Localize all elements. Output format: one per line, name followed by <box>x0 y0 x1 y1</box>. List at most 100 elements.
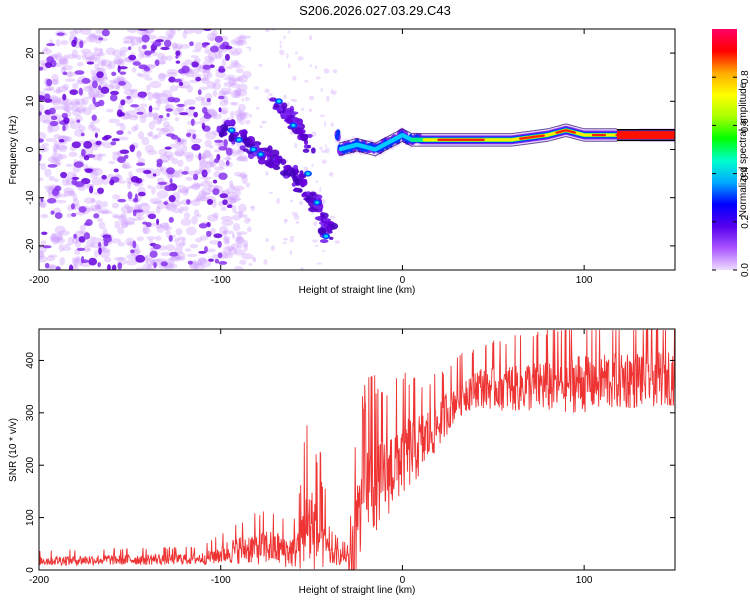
noise-speck <box>55 160 62 166</box>
noise-speck <box>198 190 207 199</box>
noise-speck <box>171 199 182 207</box>
noise-blob <box>62 93 67 101</box>
noise-speck <box>51 99 60 104</box>
noise-speck <box>300 267 304 270</box>
noise-speck <box>165 244 176 252</box>
branch-blob <box>309 191 317 197</box>
noise-blob <box>101 136 109 141</box>
noise-blob <box>206 198 214 205</box>
noise-speck <box>42 119 50 125</box>
noise-blob <box>226 204 233 209</box>
noise-speck <box>43 185 55 190</box>
noise-speck <box>241 175 248 185</box>
noise-speck <box>212 82 222 90</box>
noise-speck <box>233 248 245 256</box>
noise-speck <box>211 29 218 38</box>
snr-frame <box>38 328 676 571</box>
noise-speck <box>160 55 168 62</box>
noise-speck <box>210 36 215 41</box>
noise-blob <box>39 95 46 101</box>
noise-speck <box>248 114 253 118</box>
noise-speck <box>120 219 129 228</box>
noise-speck <box>172 43 179 48</box>
noise-speck <box>243 159 249 162</box>
noise-speck <box>160 127 170 133</box>
noise-speck <box>169 29 176 34</box>
noise-speck <box>144 144 155 153</box>
noise-speck <box>237 173 249 178</box>
noise-speck <box>132 114 139 119</box>
spectrogram-x-label: Height of straight line (km) <box>299 285 416 296</box>
noise-speck <box>208 56 215 64</box>
noise-blob <box>132 209 137 217</box>
noise-speck <box>234 40 244 47</box>
noise-blob <box>138 191 146 197</box>
noise-blob <box>195 76 202 82</box>
noise-speck <box>154 168 161 177</box>
noise-speck <box>76 79 83 85</box>
noise-blob <box>127 191 133 200</box>
noise-speck <box>88 83 94 92</box>
noise-speck <box>232 233 235 240</box>
noise-blob <box>142 221 148 225</box>
noise-speck <box>81 51 87 60</box>
noise-speck <box>93 48 104 57</box>
noise-speck <box>266 96 269 101</box>
noise-blob <box>51 188 60 196</box>
noise-speck <box>138 73 151 78</box>
noise-speck <box>134 106 141 112</box>
noise-speck <box>265 171 269 176</box>
noise-speck <box>50 96 62 106</box>
noise-speck <box>184 151 195 159</box>
noise-speck <box>125 217 136 225</box>
noise-speck <box>156 190 169 199</box>
noise-blob <box>84 168 93 173</box>
ridge-outline <box>338 135 617 157</box>
snr-x-tick-label: -100 <box>211 575 231 586</box>
noise-speck <box>62 64 73 71</box>
noise-speck <box>204 55 214 62</box>
noise-speck <box>88 89 96 98</box>
noise-blob <box>218 107 222 113</box>
noise-speck <box>66 213 73 218</box>
noise-blob <box>186 132 192 137</box>
noise-speck <box>161 159 169 163</box>
noise-speck <box>247 226 252 233</box>
noise-speck <box>315 180 319 183</box>
noise-speck <box>93 249 100 258</box>
noise-speck <box>241 253 254 260</box>
branch-blob <box>242 148 249 152</box>
noise-speck <box>136 72 143 77</box>
noise-speck <box>130 40 135 48</box>
noise-speck <box>214 78 221 83</box>
noise-speck <box>85 56 98 61</box>
noise-blob <box>48 107 56 115</box>
noise-speck <box>46 255 56 262</box>
noise-speck <box>145 267 156 270</box>
noise-speck <box>223 81 235 88</box>
branch-blob <box>279 170 289 176</box>
noise-speck <box>61 66 67 71</box>
noise-speck <box>105 47 116 56</box>
noise-speck <box>117 180 127 184</box>
noise-speck <box>314 244 319 248</box>
noise-blob <box>126 95 132 100</box>
noise-blob <box>132 61 141 66</box>
noise-speck <box>97 153 107 157</box>
noise-speck <box>47 124 54 134</box>
noise-speck <box>206 81 217 89</box>
noise-speck <box>59 56 67 65</box>
noise-speck <box>222 230 234 235</box>
noise-blob <box>119 71 127 75</box>
noise-speck <box>197 259 203 266</box>
noise-blob <box>55 266 61 270</box>
noise-speck <box>157 131 168 135</box>
branch-core <box>236 138 241 142</box>
noise-speck <box>48 176 56 182</box>
noise-speck <box>115 84 121 91</box>
noise-blob <box>214 139 224 143</box>
noise-speck <box>231 243 240 250</box>
noise-speck <box>126 254 138 260</box>
branch-core <box>258 152 263 156</box>
noise-speck <box>235 231 248 235</box>
